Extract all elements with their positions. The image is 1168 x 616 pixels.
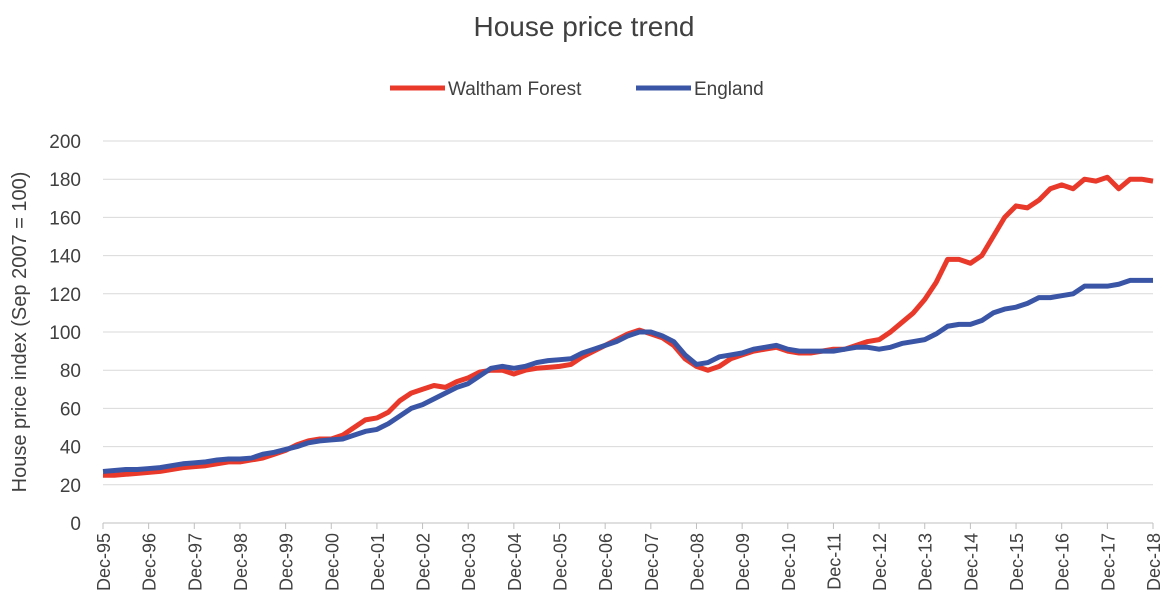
x-tick-label: Dec-99 [277, 533, 297, 591]
chart-title: House price trend [473, 11, 694, 42]
x-tick-label: Dec-06 [596, 533, 616, 591]
y-tick-label: 200 [49, 132, 81, 153]
x-tick-label: Dec-18 [1144, 533, 1164, 591]
y-tick-label: 120 [49, 285, 81, 306]
y-tick-label: 0 [70, 514, 81, 535]
legend-label: Waltham Forest [448, 79, 582, 100]
x-tick-label: Dec-10 [779, 533, 799, 591]
series-line [103, 174, 1154, 478]
x-tick-label: Dec-05 [551, 533, 571, 591]
x-tick-label: Dec-14 [961, 533, 981, 591]
y-tick-label: 100 [49, 323, 81, 344]
x-tick-label: Dec-13 [916, 533, 936, 591]
y-axis-label: House price index (Sep 2007 = 100) [9, 172, 31, 493]
x-tick-label: Dec-17 [1098, 533, 1118, 591]
x-tick-label: Dec-11 [824, 533, 844, 590]
x-tick-label: Dec-98 [231, 533, 251, 591]
x-tick-label: Dec-97 [185, 533, 205, 591]
y-tick-label: 40 [60, 438, 81, 459]
x-tick-label: Dec-09 [733, 533, 753, 591]
y-tick-label: 20 [60, 476, 81, 497]
x-tick-label: Dec-03 [459, 533, 479, 591]
y-tick-label: 180 [49, 170, 81, 191]
y-tick-label: 80 [60, 361, 81, 382]
x-tick-label: Dec-04 [505, 533, 525, 591]
series-line [102, 277, 1153, 474]
x-tick-label: Dec-00 [322, 533, 342, 591]
x-tick-label: Dec-01 [368, 533, 388, 591]
x-tick-label: Dec-16 [1053, 533, 1073, 591]
x-tick-label: Dec-12 [870, 533, 890, 591]
x-tick-label: Dec-07 [642, 533, 662, 591]
x-tick-label: Dec-95 [94, 533, 114, 591]
y-tick-label: 140 [49, 247, 81, 268]
y-tick-label: 160 [49, 208, 81, 229]
y-tick-label: 60 [60, 399, 81, 420]
x-tick-label: Dec-96 [140, 533, 160, 591]
legend-label: England [694, 79, 764, 100]
x-tick-label: Dec-02 [414, 533, 434, 591]
x-tick-label: Dec-15 [1007, 533, 1027, 591]
x-tick-label: Dec-08 [687, 533, 707, 591]
